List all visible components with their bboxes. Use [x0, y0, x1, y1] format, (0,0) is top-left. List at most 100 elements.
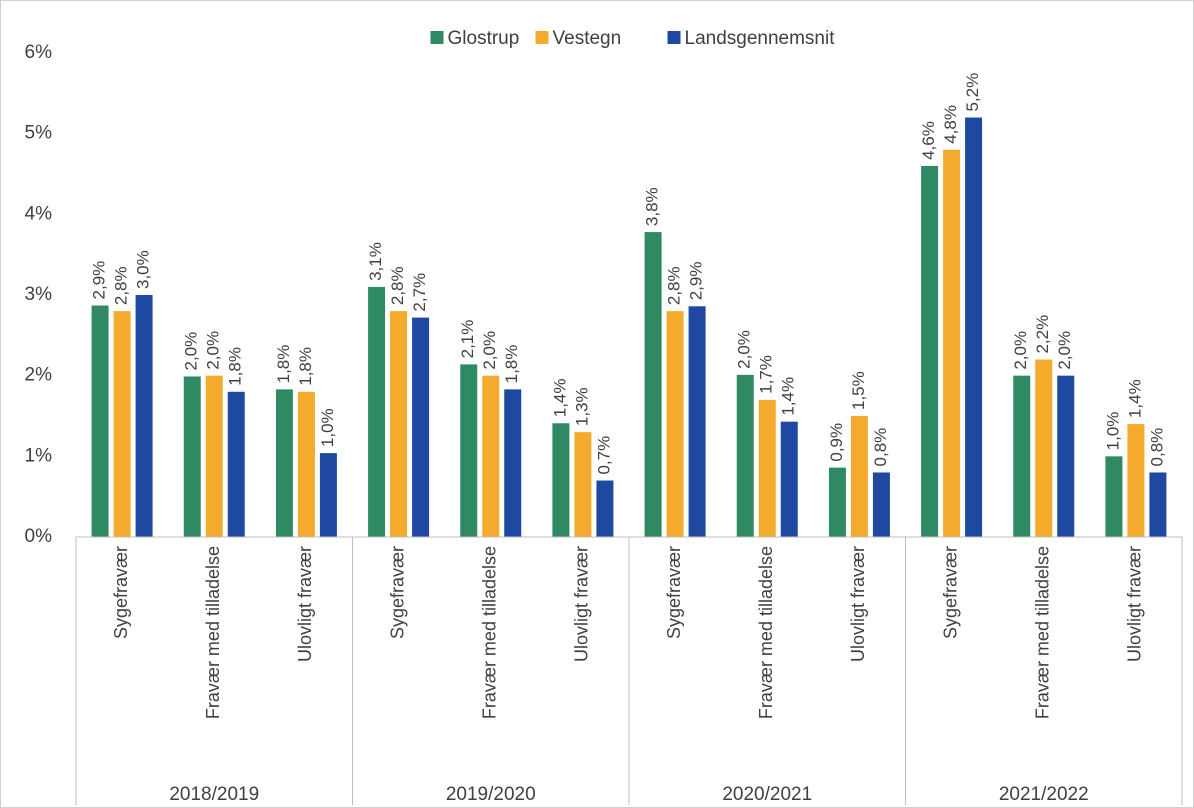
data-label: 3,0% — [134, 250, 153, 289]
bar — [1127, 424, 1145, 537]
bar — [227, 391, 245, 537]
data-label: 0,8% — [1147, 428, 1166, 467]
group-label: 2021/2022 — [999, 784, 1089, 805]
x-tick-label: Sygefravær — [940, 546, 960, 639]
legend-swatch — [430, 31, 444, 44]
y-tick-label: 2% — [25, 365, 53, 386]
legend-label: Landsgennemsnit — [685, 28, 836, 49]
x-tick-label: Fravær med tilladelse — [203, 546, 223, 719]
y-tick-label: 0% — [25, 526, 53, 547]
bar — [390, 311, 408, 537]
data-label: 2,0% — [735, 330, 754, 369]
y-tick-label: 3% — [25, 284, 53, 305]
data-label: 2,8% — [112, 266, 131, 305]
y-tick-label: 4% — [25, 203, 53, 224]
data-label: 0,8% — [871, 428, 890, 467]
bar — [1057, 375, 1075, 537]
bar — [965, 117, 983, 538]
data-label: 0,9% — [827, 423, 846, 462]
bar — [183, 376, 201, 537]
data-label: 2,2% — [1033, 315, 1052, 354]
data-label: 1,8% — [502, 345, 521, 384]
y-tick-label: 6% — [25, 42, 53, 63]
data-label: 2,1% — [458, 320, 477, 359]
data-label: 2,0% — [480, 331, 499, 370]
data-label: 1,8% — [226, 347, 245, 386]
bar — [596, 480, 614, 537]
bar — [736, 374, 754, 537]
x-tick-label: Fravær med tilladelse — [480, 546, 500, 719]
bar — [850, 416, 868, 537]
bar — [828, 467, 846, 537]
data-label: 1,7% — [757, 355, 776, 394]
bar — [135, 295, 153, 537]
x-tick-label: Sygefravær — [111, 546, 131, 639]
data-label: 2,0% — [1055, 331, 1074, 370]
data-label: 0,7% — [594, 436, 613, 475]
data-label: 1,4% — [1125, 379, 1144, 418]
data-label: 1,0% — [1103, 412, 1122, 451]
bar — [412, 317, 430, 537]
data-label: 4,6% — [919, 121, 938, 160]
data-label: 2,8% — [388, 266, 407, 305]
y-tick-label: 1% — [25, 445, 53, 466]
bar — [872, 472, 890, 537]
legend-swatch — [535, 31, 549, 44]
data-label: 2,0% — [204, 331, 223, 370]
data-label: 3,8% — [643, 187, 662, 226]
x-tick-label: Ulovligt fravær — [848, 546, 868, 662]
bar — [319, 453, 337, 537]
bar — [688, 306, 706, 537]
data-label: 2,9% — [90, 261, 109, 300]
x-tick-label: Sygefravær — [387, 546, 407, 639]
data-label: 2,0% — [182, 332, 201, 371]
data-label: 1,5% — [849, 371, 868, 410]
bar — [758, 399, 776, 537]
data-label: 2,7% — [410, 273, 429, 312]
bar — [552, 423, 570, 537]
bar — [275, 389, 293, 537]
bar — [91, 305, 109, 537]
x-tick-label: Fravær med tilladelse — [1033, 546, 1053, 719]
data-label: 1,3% — [572, 387, 591, 426]
x-tick-label: Ulovligt fravær — [1125, 546, 1145, 662]
bar — [482, 375, 500, 537]
bar — [1035, 359, 1053, 537]
bar — [1149, 472, 1167, 537]
x-tick-label: Sygefravær — [664, 546, 684, 639]
data-label: 1,4% — [779, 377, 798, 416]
data-label: 2,8% — [665, 266, 684, 305]
group-label: 2019/2020 — [446, 784, 536, 805]
bar — [205, 375, 223, 537]
legend-swatch — [667, 31, 681, 44]
bar — [1013, 375, 1031, 537]
legend-label: Vestegn — [553, 28, 622, 49]
data-label: 1,4% — [550, 379, 569, 418]
data-label: 3,1% — [366, 242, 385, 281]
bar — [574, 432, 592, 537]
group-label: 2020/2021 — [722, 784, 812, 805]
data-label: 2,0% — [1011, 331, 1030, 370]
data-label: 1,8% — [296, 347, 315, 386]
y-tick-label: 5% — [25, 123, 53, 144]
bar — [644, 232, 662, 537]
bar — [666, 311, 684, 537]
bar — [943, 149, 961, 538]
data-label: 2,9% — [687, 262, 706, 301]
data-label: 5,2% — [963, 73, 982, 112]
data-label: 4,8% — [941, 105, 960, 144]
group-label: 2018/2019 — [169, 784, 259, 805]
bar — [504, 389, 522, 537]
x-tick-label: Ulovligt fravær — [572, 546, 592, 662]
bar — [460, 364, 478, 537]
bar — [1105, 456, 1123, 537]
bar — [780, 421, 798, 537]
x-tick-label: Fravær med tilladelse — [756, 546, 776, 719]
x-tick-label: Ulovligt fravær — [295, 546, 315, 662]
data-label: 1,8% — [274, 345, 293, 384]
bar — [368, 286, 386, 537]
bar — [921, 165, 939, 537]
data-label: 1,0% — [318, 408, 337, 447]
